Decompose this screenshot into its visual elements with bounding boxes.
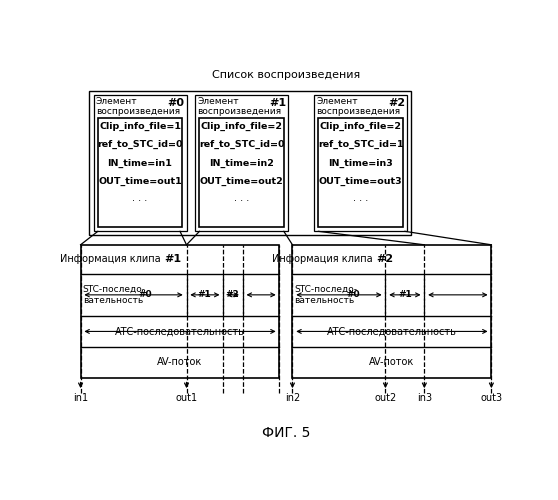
Text: Информация клипа: Информация клипа	[272, 254, 376, 264]
Text: IN_time=in3: IN_time=in3	[328, 158, 393, 168]
Text: Элемент
воспроизведения: Элемент воспроизведения	[198, 96, 281, 116]
Text: #2: #2	[388, 98, 405, 108]
Text: in3: in3	[417, 393, 432, 403]
Text: OUT_time=out1: OUT_time=out1	[98, 177, 182, 186]
Text: IN_time=in2: IN_time=in2	[209, 158, 274, 168]
Text: #0: #0	[138, 290, 152, 300]
Text: · · ·: · · ·	[132, 196, 148, 205]
Text: ref_to_STC_id=1: ref_to_STC_id=1	[318, 140, 403, 149]
Text: #1: #1	[164, 254, 181, 264]
Bar	[319, 118, 403, 228]
Text: ФИГ. 5: ФИГ. 5	[262, 426, 310, 440]
Text: #0: #0	[346, 290, 360, 300]
Bar	[98, 118, 182, 228]
Text: Список воспроизведения: Список воспроизведения	[212, 70, 360, 80]
Bar	[314, 94, 407, 232]
Text: #1: #1	[197, 290, 211, 300]
Text: #2: #2	[376, 254, 393, 264]
Text: AV-поток: AV-поток	[369, 357, 415, 367]
Text: Clip_info_file=2: Clip_info_file=2	[201, 122, 283, 130]
Text: out1: out1	[175, 393, 198, 403]
Text: Элемент
воспроизведения: Элемент воспроизведения	[316, 96, 401, 116]
Text: OUT_time=out2: OUT_time=out2	[200, 177, 283, 186]
Text: STC-последо-
вательность: STC-последо- вательность	[83, 285, 146, 304]
Text: #1: #1	[398, 290, 412, 300]
Text: in1: in1	[73, 393, 88, 403]
Bar	[80, 245, 280, 378]
Text: IN_time=in1: IN_time=in1	[108, 158, 172, 168]
Text: Clip_info_file=1: Clip_info_file=1	[99, 122, 181, 130]
Text: #0: #0	[167, 98, 184, 108]
Text: STC-последо-
вательность: STC-последо- вательность	[295, 285, 358, 304]
Bar	[292, 245, 492, 378]
Text: Элемент
воспроизведения: Элемент воспроизведения	[96, 96, 180, 116]
Text: AV-поток: AV-поток	[157, 357, 203, 367]
Text: #1: #1	[269, 98, 286, 108]
Text: out3: out3	[480, 393, 502, 403]
Text: АТС-последовательность: АТС-последовательность	[327, 326, 457, 336]
Text: in2: in2	[285, 393, 300, 403]
Bar	[195, 94, 288, 232]
Text: · · ·: · · ·	[234, 196, 249, 205]
Text: Информация клипа: Информация клипа	[60, 254, 164, 264]
Text: ref_to_STC_id=0: ref_to_STC_id=0	[97, 140, 183, 149]
Bar	[200, 118, 284, 228]
Text: OUT_time=out3: OUT_time=out3	[319, 177, 402, 186]
Text: #2: #2	[225, 290, 239, 300]
Text: ref_to_STC_id=0: ref_to_STC_id=0	[199, 140, 285, 149]
Text: · · ·: · · ·	[353, 196, 368, 205]
Text: Clip_info_file=2: Clip_info_file=2	[320, 122, 402, 130]
Bar	[94, 94, 186, 232]
Bar	[89, 91, 411, 235]
Text: out2: out2	[374, 393, 397, 403]
Text: АТС-последовательность: АТС-последовательность	[115, 326, 245, 336]
